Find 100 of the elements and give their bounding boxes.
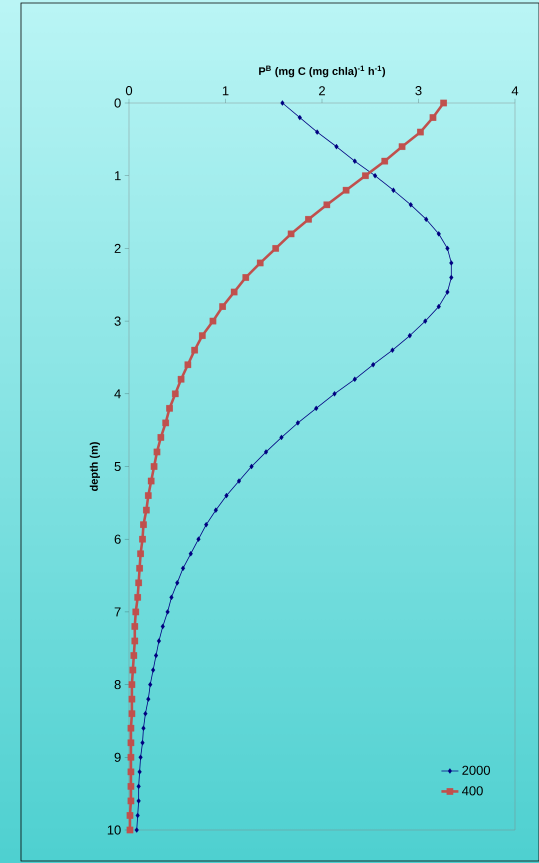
x-axis-title: P$^{B}$ (mg C (mg chla)$^{-1}$ h$^{-1}$) [258, 66, 385, 78]
y-axis-title: depth (m) [90, 442, 100, 492]
point [381, 158, 388, 164]
point [178, 376, 184, 383]
y-tick-label: 8 [114, 680, 120, 690]
point [140, 740, 144, 746]
point [156, 638, 161, 644]
point [408, 332, 412, 338]
point [132, 608, 139, 616]
point [362, 172, 369, 180]
point [127, 739, 134, 746]
point [165, 609, 170, 615]
point [188, 551, 193, 556]
point [150, 463, 158, 470]
x-tick-label: 4 [512, 86, 518, 96]
point [445, 289, 450, 295]
point [332, 391, 336, 397]
point [131, 623, 138, 630]
point [196, 536, 200, 542]
point [126, 826, 134, 834]
point [242, 274, 249, 281]
point [153, 448, 160, 456]
point [436, 304, 441, 310]
point [140, 521, 147, 528]
point [398, 143, 406, 150]
point [236, 478, 241, 484]
point [429, 114, 436, 121]
point [256, 260, 264, 266]
point [136, 798, 141, 804]
point [304, 216, 312, 223]
point [416, 128, 424, 136]
point [126, 812, 134, 819]
point [169, 594, 174, 600]
point [166, 405, 173, 412]
point [249, 464, 254, 470]
point [135, 812, 140, 818]
point [422, 318, 428, 324]
point [160, 624, 165, 630]
point [148, 682, 152, 688]
point [146, 696, 150, 702]
y-tick-label: 5 [114, 462, 120, 472]
point [128, 681, 136, 688]
point [130, 652, 137, 659]
point [172, 390, 178, 398]
point [272, 245, 279, 252]
legend-label: 2000 [462, 766, 490, 775]
point [390, 347, 394, 353]
point [449, 260, 454, 266]
point [440, 100, 447, 106]
y-tick-label: 2 [114, 244, 120, 253]
y-tick-label: 7 [114, 607, 120, 616]
y-tick-label: 9 [114, 752, 120, 762]
point [137, 769, 142, 775]
point [370, 362, 376, 368]
point [131, 638, 138, 644]
point [288, 230, 294, 238]
point [323, 201, 330, 208]
point [180, 566, 185, 572]
point [314, 406, 318, 412]
point [142, 506, 150, 514]
point [279, 434, 284, 440]
point [162, 420, 169, 426]
point [150, 667, 156, 673]
point [136, 784, 141, 790]
point [219, 303, 226, 310]
point [134, 594, 141, 601]
point [408, 202, 413, 208]
point [141, 725, 146, 731]
point [445, 246, 450, 252]
point [127, 798, 134, 804]
point [157, 434, 164, 441]
point [449, 274, 454, 280]
point [352, 158, 357, 164]
point [134, 827, 139, 833]
point [184, 361, 192, 368]
point [198, 332, 206, 339]
point [148, 478, 154, 484]
point [314, 129, 320, 135]
point [135, 579, 142, 586]
point [296, 420, 300, 426]
point [143, 710, 148, 716]
point [209, 318, 216, 324]
point [334, 144, 338, 150]
point [280, 100, 284, 106]
x-tick-label: 3 [415, 86, 422, 96]
y-tick-label: 0 [114, 98, 121, 108]
point [342, 186, 350, 194]
point [436, 231, 441, 237]
point [298, 114, 302, 120]
y-tick-label: 10 [108, 825, 121, 835]
point [127, 768, 134, 776]
point [191, 346, 198, 354]
point [136, 564, 143, 572]
point [154, 652, 158, 658]
y-tick-label: 6 [114, 534, 120, 544]
point [137, 550, 144, 558]
point [264, 449, 268, 455]
point [424, 216, 428, 222]
point [129, 666, 136, 674]
y-tick-label: 4 [114, 389, 121, 398]
